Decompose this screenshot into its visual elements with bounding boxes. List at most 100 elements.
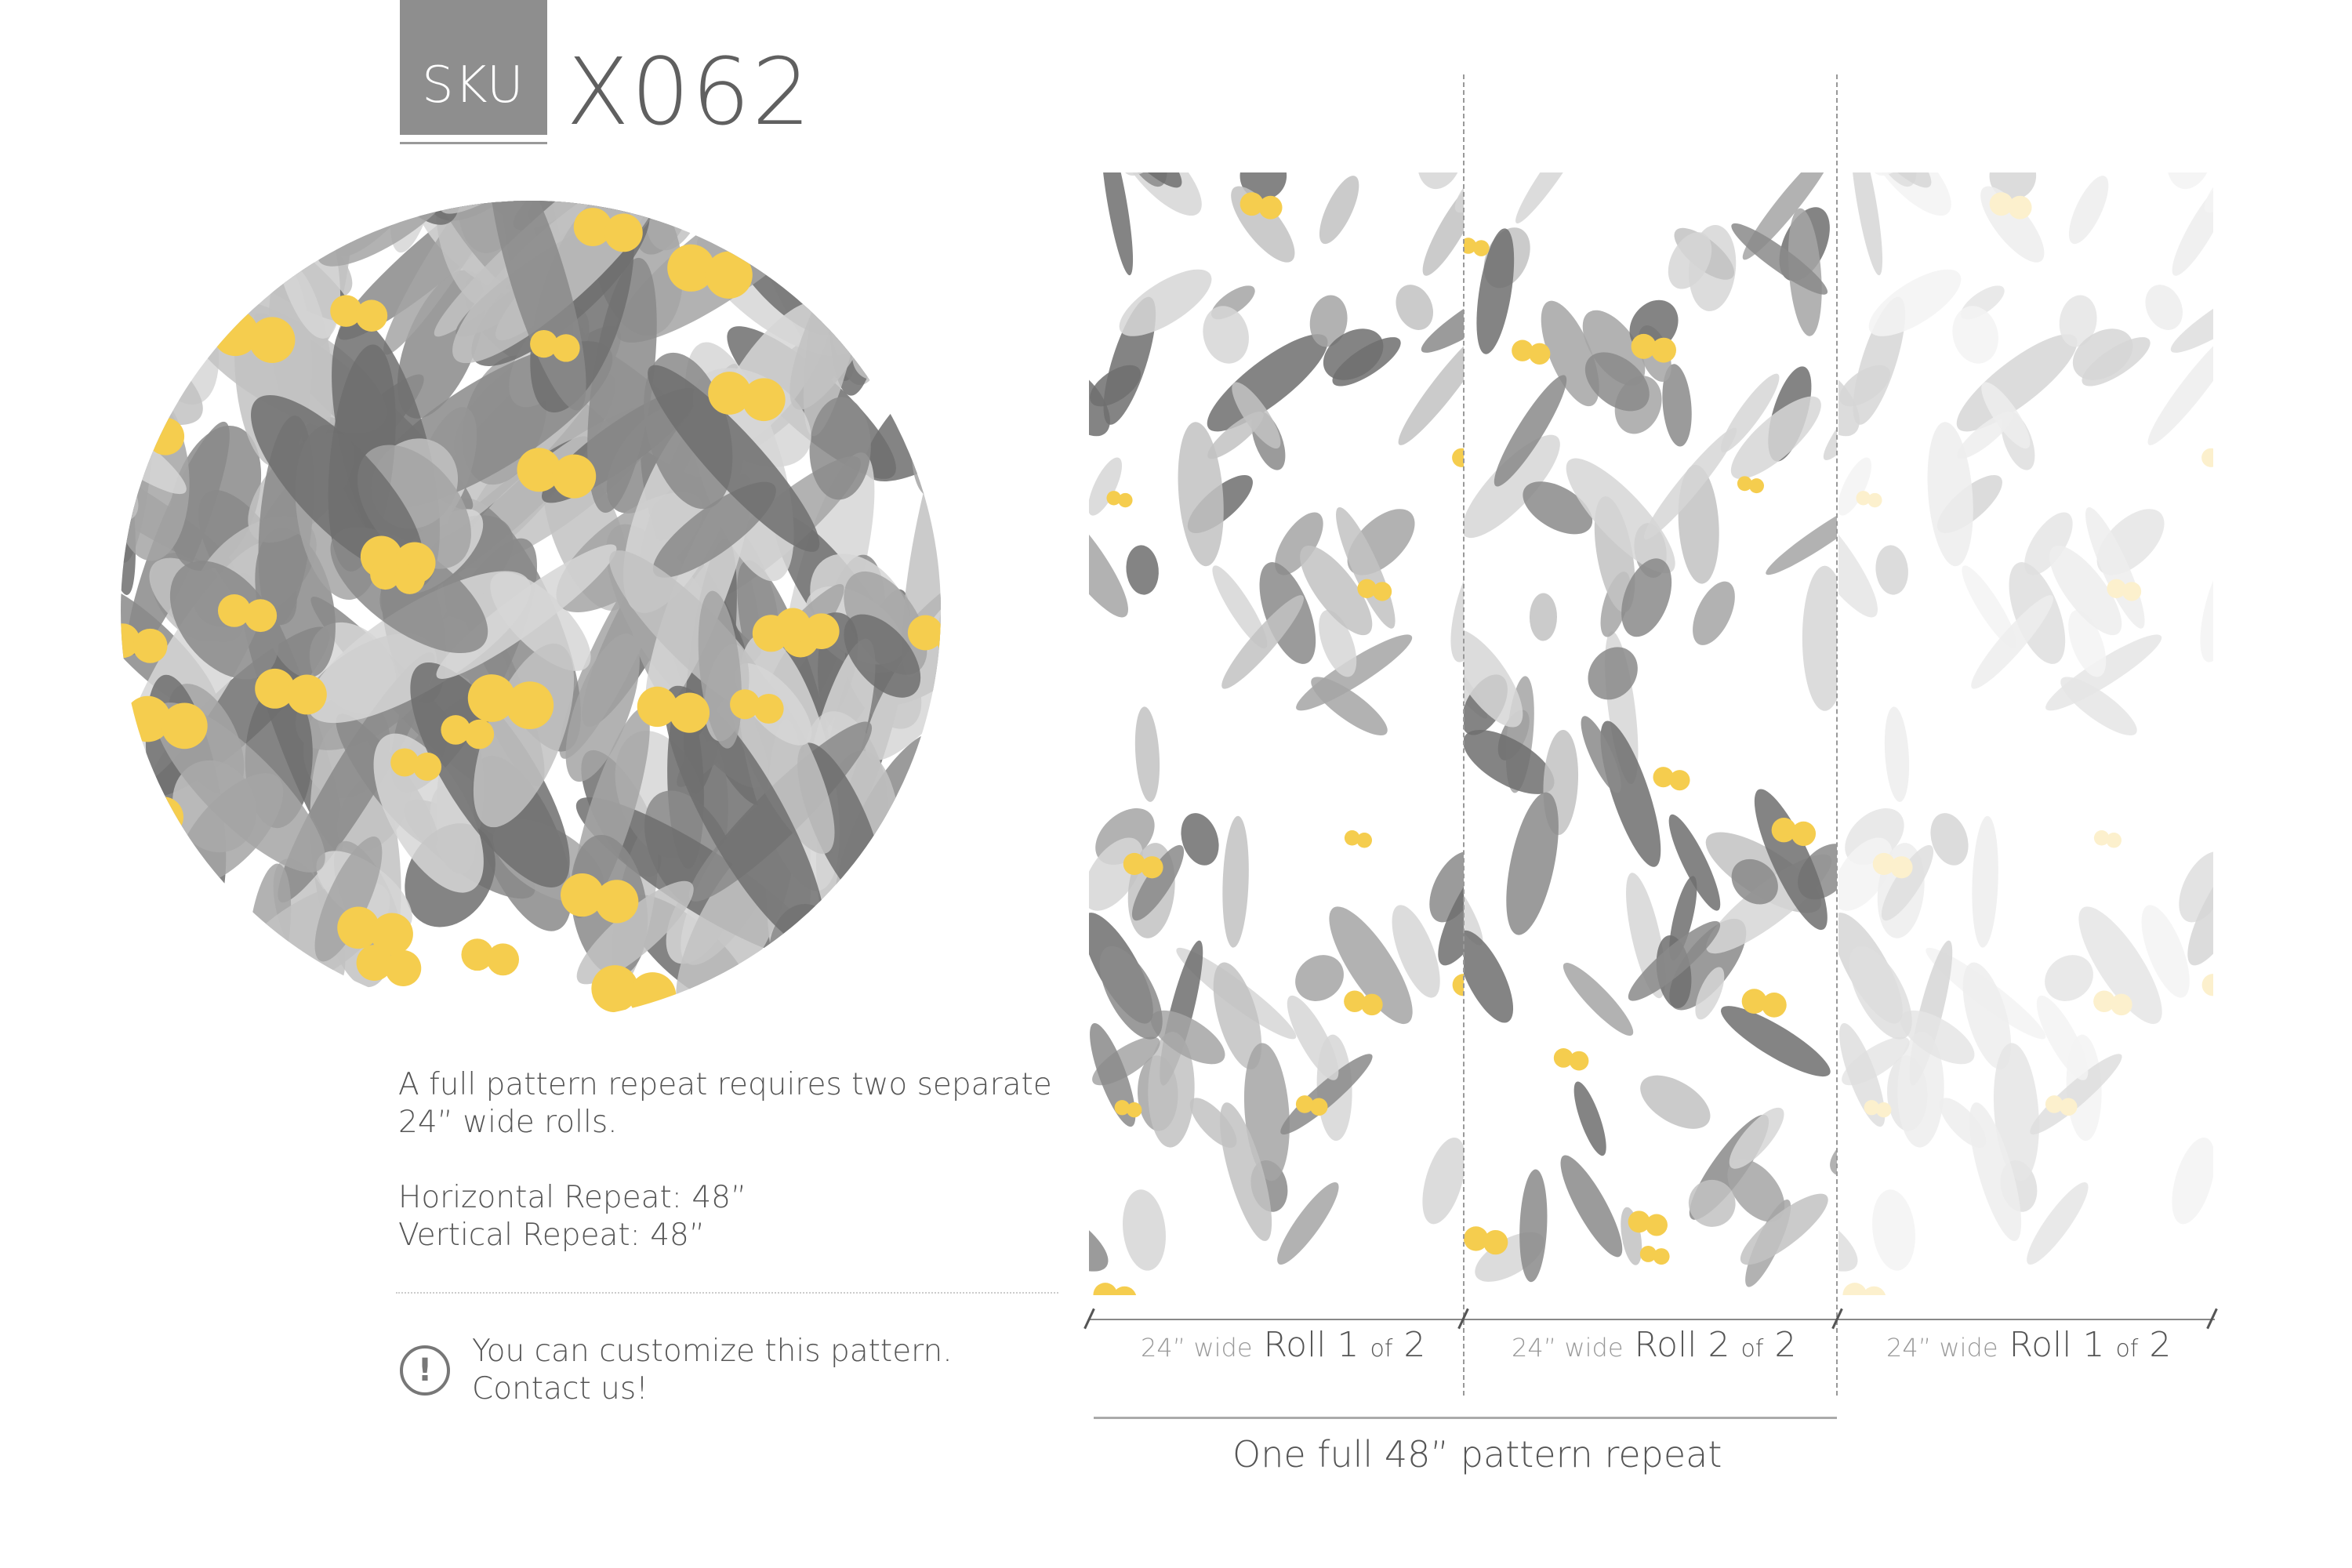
leaf xyxy=(1181,813,1219,866)
leaf xyxy=(1909,940,1953,1086)
leaf xyxy=(1319,176,1359,245)
horizontal-repeat: Horizontal Repeat: 48” xyxy=(398,1180,747,1215)
description-line: A full pattern repeat requires two separ… xyxy=(398,1067,1052,1102)
leaf xyxy=(1101,172,1134,276)
berry xyxy=(2008,195,2032,220)
leaf xyxy=(1203,306,1249,364)
leaf xyxy=(1727,1159,1785,1222)
berry xyxy=(629,972,677,1020)
sku-label: SKU xyxy=(422,56,524,114)
leaf xyxy=(1134,706,1160,802)
leaf xyxy=(1830,1117,1837,1178)
berry xyxy=(441,715,471,745)
leaf xyxy=(2078,906,2162,1025)
roll-panel-2 xyxy=(1464,172,1837,1295)
berry xyxy=(327,201,358,225)
berry xyxy=(1240,192,1264,216)
leaf xyxy=(251,394,423,575)
berry xyxy=(1653,1248,1670,1265)
leaf xyxy=(1221,595,1305,689)
leaf xyxy=(2045,955,2093,1001)
leaf xyxy=(1220,1102,1272,1241)
leaf xyxy=(1981,382,2031,449)
leaf xyxy=(1962,565,2017,649)
berry xyxy=(1344,830,1360,846)
leaf xyxy=(1640,1075,1711,1129)
leaf xyxy=(1972,815,1998,948)
berry xyxy=(1864,1100,1879,1116)
leaf xyxy=(154,702,325,873)
berry xyxy=(775,608,811,644)
leaf xyxy=(1280,1054,1373,1135)
leaf xyxy=(2036,995,2089,1080)
berry xyxy=(667,244,715,292)
leaf xyxy=(1662,364,1692,447)
berry xyxy=(753,693,784,724)
berry xyxy=(708,372,751,415)
berry xyxy=(394,564,425,594)
leaf xyxy=(2066,1034,2102,1142)
leaf xyxy=(1309,295,1348,347)
berry xyxy=(517,448,561,492)
berry xyxy=(1483,1229,1508,1255)
leaf xyxy=(1900,1010,1975,1065)
berry xyxy=(1876,1102,1892,1118)
leaf xyxy=(1721,1006,1831,1077)
berry xyxy=(487,943,520,976)
berry xyxy=(730,689,760,720)
berry xyxy=(2201,448,2213,467)
leaf xyxy=(1222,815,1249,948)
berry xyxy=(121,412,154,450)
leaf xyxy=(1417,172,1463,190)
roll-panel-1 xyxy=(1089,172,1464,1295)
leaf xyxy=(1450,549,1464,662)
roll-seam-line xyxy=(1463,74,1465,1396)
berry xyxy=(249,317,296,363)
leaf xyxy=(1850,172,1883,276)
leaf xyxy=(1422,1137,1464,1225)
leaf xyxy=(1993,1043,2039,1181)
leaf xyxy=(2147,328,2213,445)
leaf xyxy=(791,201,868,252)
leaf xyxy=(1573,1081,1606,1156)
leaf xyxy=(1563,963,1634,1036)
pattern-repeat-arrow xyxy=(1094,1417,1837,1419)
berry xyxy=(530,329,558,358)
leaf xyxy=(2172,1137,2213,1225)
sku-underline xyxy=(400,142,547,144)
leaf xyxy=(314,836,383,962)
berry xyxy=(337,906,379,949)
leaf xyxy=(833,201,912,271)
berry xyxy=(2201,974,2213,996)
leaf xyxy=(1566,458,1675,574)
berry xyxy=(1741,989,1767,1014)
leaf xyxy=(1668,814,1721,911)
leaf xyxy=(1897,1032,1944,1148)
leaf xyxy=(1300,545,1373,636)
customize-note[interactable]: You can customize this pattern. Contact … xyxy=(472,1333,953,1408)
leaf xyxy=(1240,172,1287,200)
leaf xyxy=(1688,1179,1736,1227)
berry xyxy=(1862,1286,1886,1295)
contact-link[interactable]: Contact us! xyxy=(472,1371,648,1406)
berry xyxy=(2093,990,2115,1013)
leaf xyxy=(648,365,820,552)
berry xyxy=(1141,856,1163,879)
leaf xyxy=(1089,1197,1109,1272)
berry xyxy=(121,790,151,832)
leaf xyxy=(121,842,172,981)
berry xyxy=(1856,491,1871,506)
berry xyxy=(1867,492,1882,508)
berry xyxy=(1989,192,2013,216)
berry xyxy=(561,873,604,917)
berry xyxy=(161,702,208,750)
leaf xyxy=(664,685,826,949)
berry xyxy=(752,956,788,993)
leaf xyxy=(151,201,218,239)
leaf xyxy=(1207,411,1264,459)
leaf xyxy=(1693,581,1735,645)
leaf xyxy=(1668,232,1712,289)
leaf xyxy=(1730,396,1821,480)
berry xyxy=(591,965,639,1013)
berry xyxy=(2045,1095,2063,1113)
